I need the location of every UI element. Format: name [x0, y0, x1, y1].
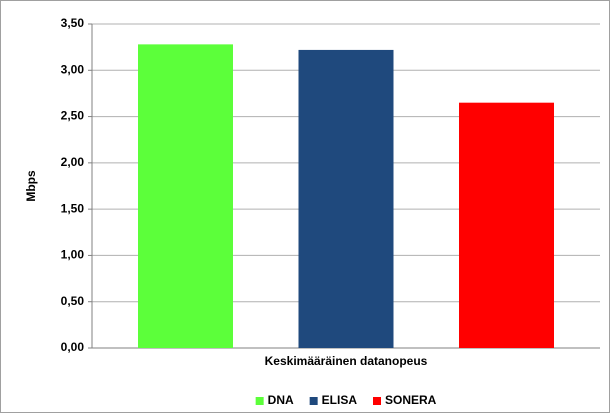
legend-label: DNA: [268, 393, 294, 407]
y-tick-label: 0,00: [61, 340, 85, 354]
x-tick-label: Keskimääräinen datanopeus: [265, 354, 428, 368]
legend-label: ELISA: [322, 393, 358, 407]
legend-swatch: [309, 397, 318, 405]
y-tick-label: 1,50: [61, 201, 85, 215]
legend-label: SONERA: [385, 393, 437, 407]
y-axis-title: Mbps: [24, 170, 38, 202]
y-tick-label: 2,00: [61, 155, 85, 169]
y-tick-label: 3,00: [61, 62, 85, 76]
y-tick-label: 2,50: [61, 109, 85, 123]
legend-swatch: [255, 397, 264, 405]
y-tick-label: 0,50: [61, 294, 85, 308]
bar: [138, 44, 233, 348]
bar: [459, 102, 554, 348]
bar: [298, 49, 394, 349]
y-tick-label: 1,00: [61, 248, 85, 262]
legend-swatch: [373, 397, 381, 405]
y-tick-label: 3,50: [61, 16, 85, 30]
